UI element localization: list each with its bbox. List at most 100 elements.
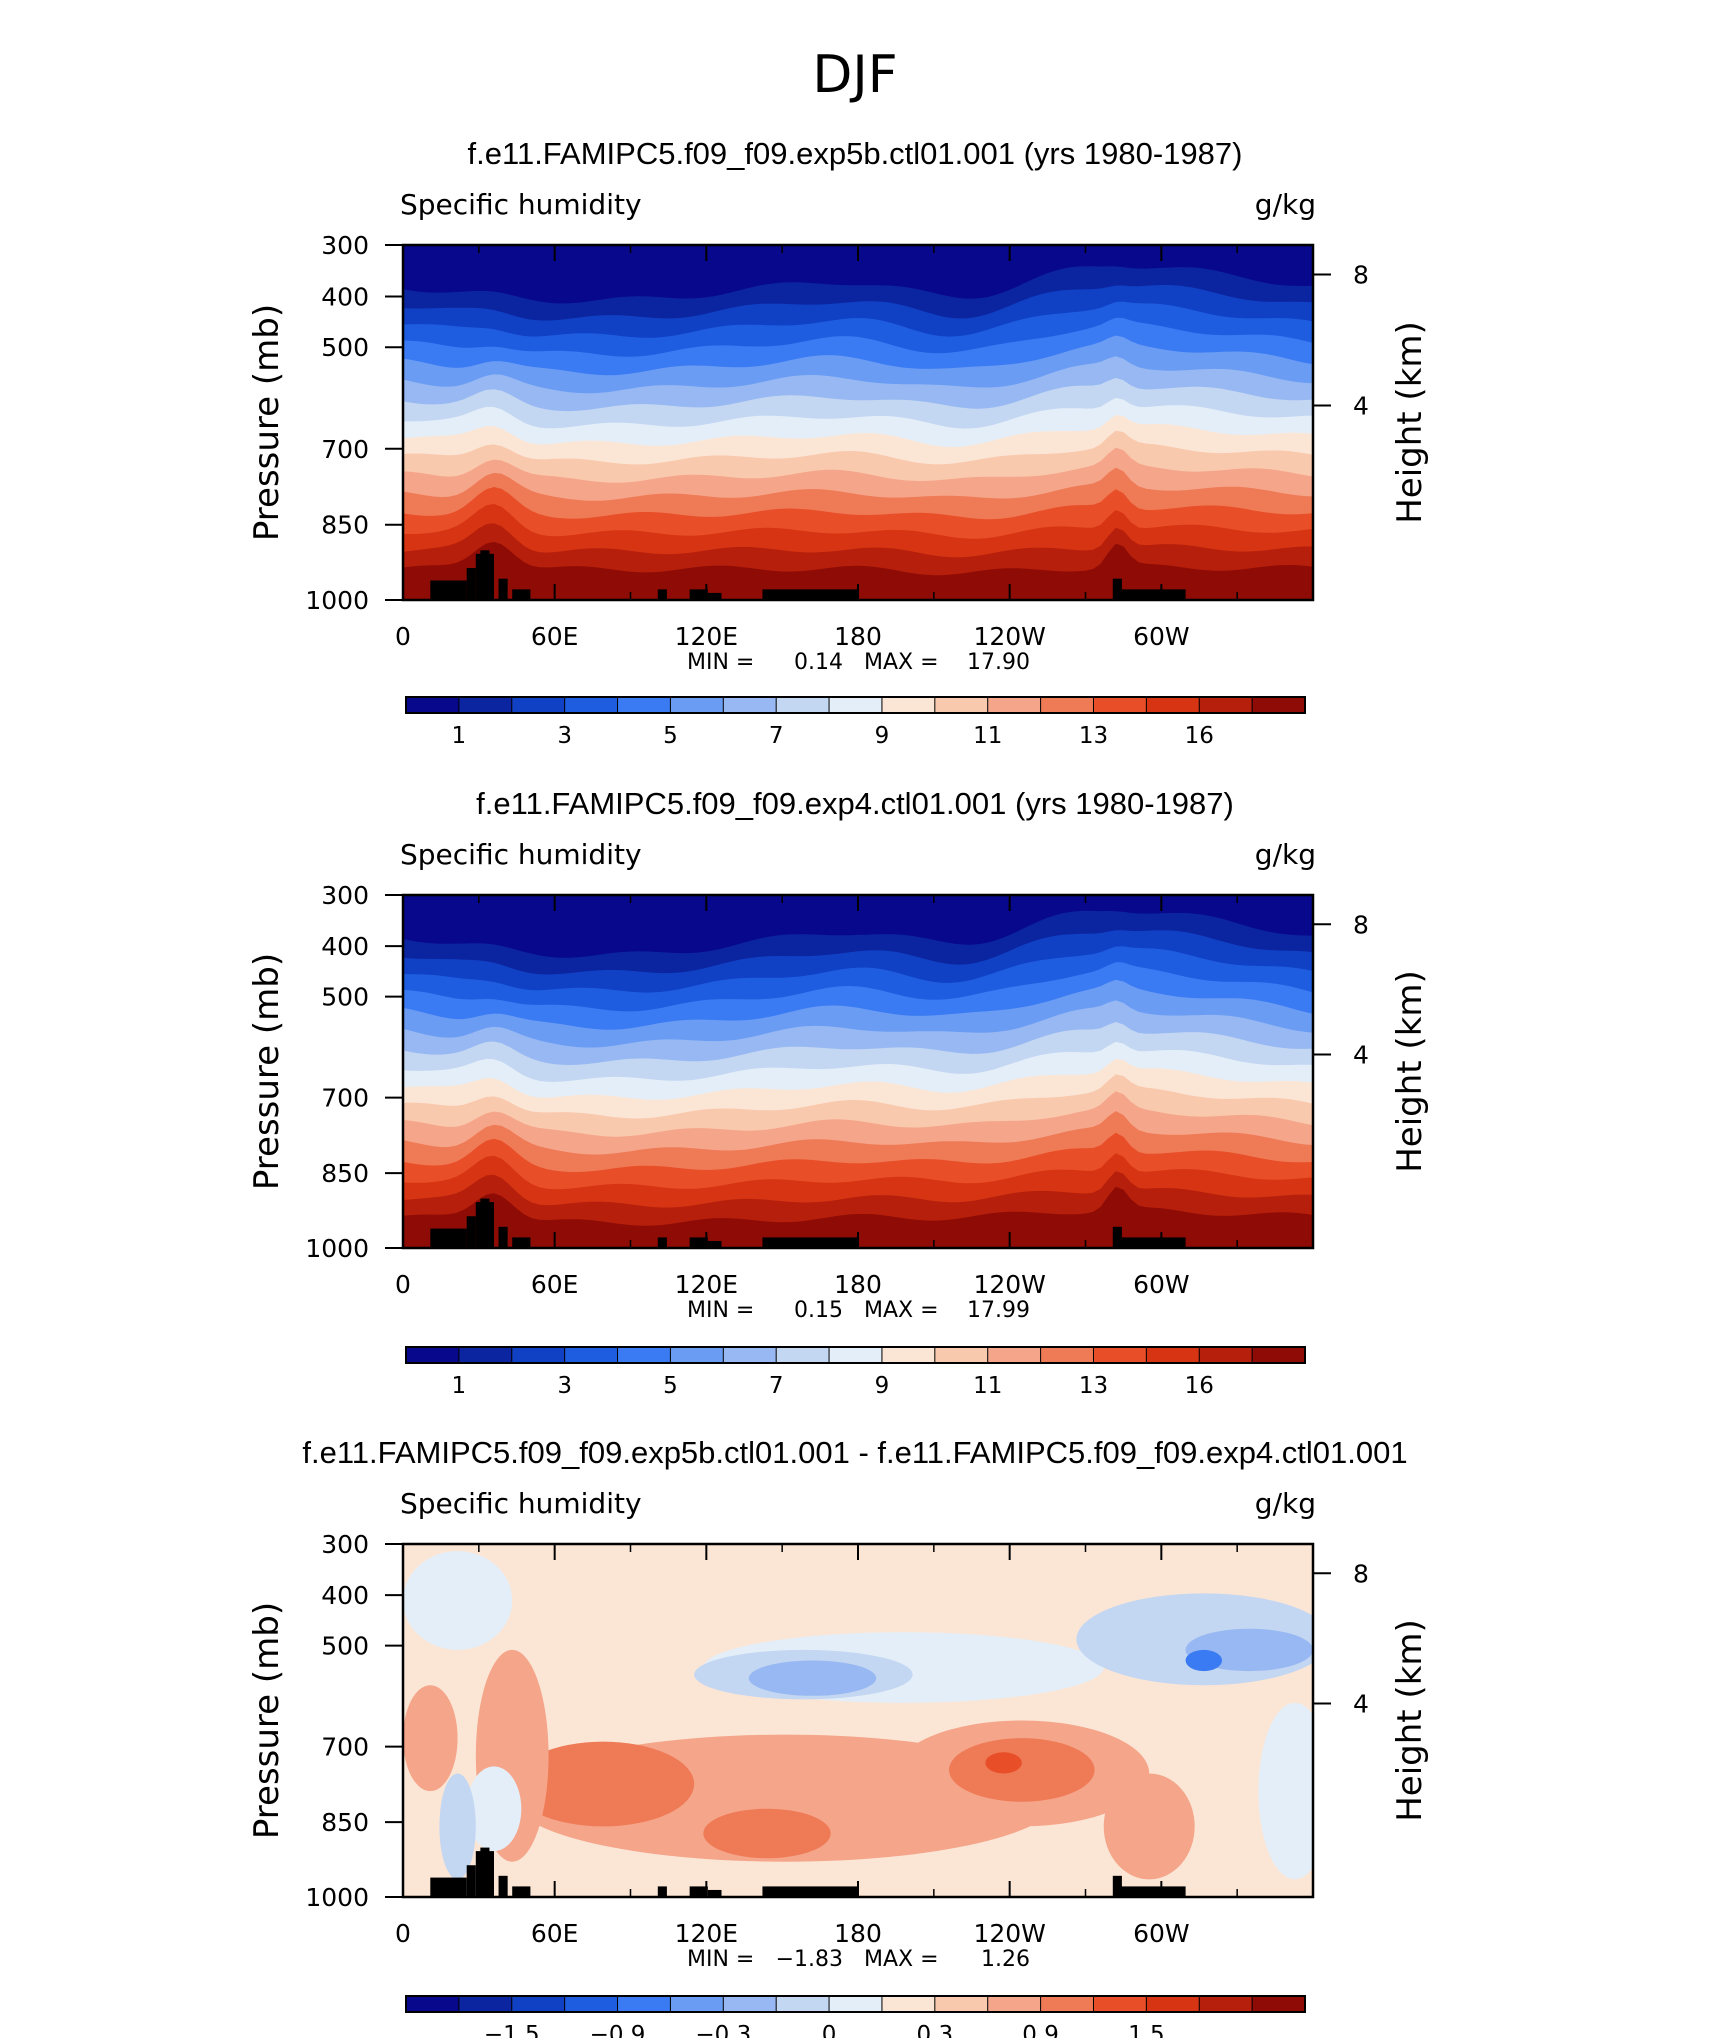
x-tick-label: 0 — [395, 622, 411, 651]
colorbar-swatch — [1040, 1346, 1095, 1364]
colorbar-swatch — [458, 696, 513, 714]
field-contour — [1185, 1649, 1223, 1672]
colorbar-frame — [405, 696, 1306, 714]
x-tick-label: 60W — [1133, 622, 1190, 651]
y2-tick-label: 4 — [1353, 1690, 1369, 1719]
y-tick-label: 1000 — [305, 1234, 369, 1263]
max-value: 1.26 — [981, 1947, 1030, 1972]
y-tick-label: 300 — [321, 1530, 369, 1559]
panel-title: f.e11.FAMIPC5.f09_f09.exp5b.ctl01.001 (y… — [468, 136, 1243, 171]
colorbar-label: 3 — [557, 723, 572, 749]
colorbar-label: 0.9 — [1022, 2022, 1059, 2038]
x-tick-label: 180 — [834, 1919, 882, 1948]
colorbar-swatch — [564, 1346, 619, 1364]
colorbar-swatch — [934, 696, 989, 714]
field-contour — [748, 1660, 877, 1696]
colorbar-swatch — [722, 696, 778, 714]
max-value: 17.99 — [967, 1298, 1030, 1323]
units-label: g/kg — [1255, 838, 1316, 871]
field-band — [403, 1186, 1313, 1248]
field-contour — [403, 1685, 458, 1792]
colorbar-swatch — [617, 696, 672, 714]
colorbar-label: 7 — [769, 723, 784, 749]
colorbar-swatch — [1145, 1995, 1201, 2013]
colorbar-swatch — [617, 1346, 672, 1364]
colorbar-swatch — [1092, 1995, 1148, 2013]
colorbar-swatch — [1145, 696, 1201, 714]
topography — [762, 1886, 858, 1897]
colorbar-label: 7 — [769, 1373, 784, 1399]
field-contour — [1258, 1702, 1313, 1880]
colorbar-label: 9 — [875, 723, 890, 749]
topography — [762, 589, 858, 600]
colorbar-swatch — [881, 696, 936, 714]
colorbar-swatch — [775, 1995, 831, 2013]
x-tick-label: 120W — [973, 1270, 1045, 1299]
panel-title: f.e11.FAMIPC5.f09_f09.exp5b.ctl01.001 - … — [302, 1435, 1407, 1470]
field-contour — [703, 1808, 831, 1859]
colorbar-label: 16 — [1185, 723, 1214, 749]
topography — [1117, 589, 1186, 600]
topography — [1117, 1886, 1186, 1897]
x-tick-label: 0 — [395, 1270, 411, 1299]
colorbar-swatch — [458, 1995, 513, 2013]
colorbar-swatch — [934, 1995, 989, 2013]
x-tick-label: 60W — [1133, 1270, 1190, 1299]
topography — [657, 1237, 667, 1248]
topography — [498, 578, 508, 600]
min-value: 0.15 — [794, 1298, 843, 1323]
topography — [1112, 1226, 1122, 1248]
colorbar-swatch — [405, 1346, 460, 1364]
colorbar-swatch — [405, 696, 460, 714]
colorbar-swatch — [881, 1346, 936, 1364]
colorbar-swatch — [669, 696, 725, 714]
colorbar-label: −0.3 — [695, 2022, 751, 2038]
colorbar-label: 16 — [1185, 1373, 1214, 1399]
colorbar-swatch — [1198, 696, 1254, 714]
colorbar-swatch — [511, 1346, 566, 1364]
topography — [707, 592, 722, 600]
x-tick-label: 120E — [675, 1270, 739, 1299]
colorbar-swatch — [987, 1346, 1042, 1364]
max-label: MAX = — [864, 650, 939, 675]
y-tick-label: 850 — [321, 1808, 369, 1837]
panel-title: f.e11.FAMIPC5.f09_f09.exp4.ctl01.001 (yr… — [476, 786, 1234, 821]
y-axis-title: Pressure (mb) — [247, 953, 287, 1190]
topography — [512, 1237, 531, 1248]
colorbar-label: 5 — [663, 723, 678, 749]
y-tick-label: 1000 — [305, 586, 369, 615]
colorbar-label: 5 — [663, 1373, 678, 1399]
colorbar-label: 11 — [973, 1373, 1002, 1399]
figure-title: DJF — [812, 45, 897, 105]
colorbar-swatch — [934, 1346, 989, 1364]
colorbar-swatch — [987, 1995, 1042, 2013]
max-label: MAX = — [864, 1947, 939, 1972]
colorbar-swatch — [669, 1995, 725, 2013]
y-tick-label: 850 — [321, 1159, 369, 1188]
y2-tick-label: 8 — [1353, 260, 1369, 289]
colorbar-swatch — [722, 1995, 778, 2013]
panel-3: f.e11.FAMIPC5.f09_f09.exp5b.ctl01.001 - … — [247, 1435, 1430, 2038]
y-axis-title: Pressure (mb) — [247, 1602, 287, 1839]
colorbar-swatch — [458, 1346, 513, 1364]
colorbar-swatch — [881, 1995, 936, 2013]
x-tick-label: 0 — [395, 1919, 411, 1948]
x-tick-label: 120W — [973, 622, 1045, 651]
x-tick-label: 60E — [531, 1919, 579, 1948]
contour-field — [403, 895, 1313, 1248]
y2-tick-label: 4 — [1353, 1041, 1369, 1070]
colorbar-swatch — [564, 1995, 619, 2013]
topography — [1112, 1875, 1122, 1897]
colorbar-swatch — [511, 696, 566, 714]
min-label: MIN = — [687, 1947, 754, 1972]
field-contour — [403, 1551, 513, 1650]
y2-axis-title: Height (km) — [1390, 970, 1430, 1173]
topography — [762, 1237, 858, 1248]
topography — [480, 1847, 490, 1897]
x-tick-label: 120E — [675, 1919, 739, 1948]
colorbar-label: 11 — [973, 723, 1002, 749]
colorbar-label: 3 — [557, 1373, 572, 1399]
topography — [480, 550, 490, 600]
topography — [657, 589, 667, 600]
